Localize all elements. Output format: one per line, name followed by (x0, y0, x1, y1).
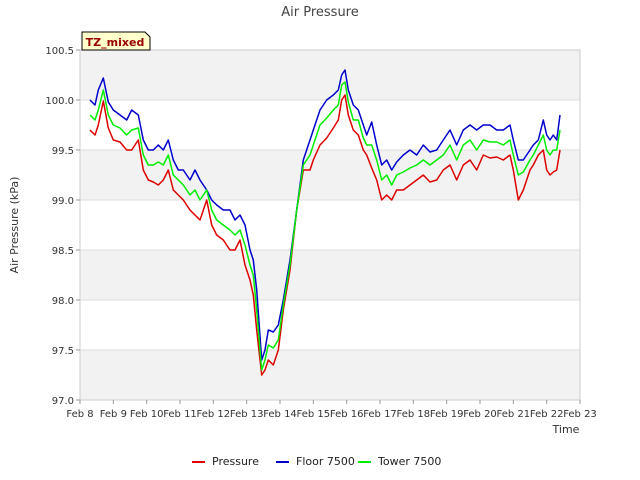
x-tick-label: Feb 23 (563, 409, 597, 420)
series-line-floor-7500 (89, 69, 561, 361)
y-tick-label: 99.0 (52, 196, 74, 207)
x-tick-label: Feb 9 (100, 409, 127, 420)
legend-label-pressure: Pressure (212, 455, 259, 468)
series-line-pressure (89, 94, 561, 376)
x-tick-label: Feb 16 (330, 409, 364, 420)
y-tick-label: 97.5 (52, 346, 74, 357)
x-tick-label: Feb 11 (163, 409, 197, 420)
x-tick-label: Feb 8 (66, 409, 93, 420)
x-tick-label: Feb 22 (530, 409, 564, 420)
series-line-tower-7500 (89, 81, 561, 371)
chart-title: Air Pressure (281, 5, 359, 20)
plot-band (80, 350, 580, 400)
y-tick-label: 99.5 (52, 146, 74, 157)
series-lines (89, 69, 561, 376)
x-tick-label: Feb 13 (230, 409, 264, 420)
x-tick-label: Feb 18 (397, 409, 431, 420)
legend-label-floor-7500: Floor 7500 (296, 455, 355, 468)
tz-badge-box (81, 31, 151, 51)
plot-band (80, 150, 580, 200)
x-tick-label: Feb 15 (297, 409, 331, 420)
x-tick-label: Feb 19 (430, 409, 464, 420)
x-tick-label: Feb 10 (130, 409, 164, 420)
tz-badge: TZ_mixed (81, 31, 151, 51)
legend: Pressure Floor 7500 Tower 7500 (192, 455, 441, 468)
tz-badge-label: TZ_mixed (86, 36, 145, 49)
y-tick-label: 100.5 (45, 46, 74, 57)
x-axis-ticks: Feb 8 Feb 9 Feb 10 Feb 11 Feb 12 Feb 13 Feb 14… (66, 400, 597, 420)
y-tick-label: 100.0 (45, 96, 74, 107)
plot-band (80, 250, 580, 300)
plot-bands (80, 50, 580, 400)
plot-band (80, 100, 580, 150)
y-axis-ticks: 97.0 97.5 98.0 98.5 99.0 99.5 100.0 100.5 (45, 46, 80, 407)
plot-frame (79, 49, 581, 401)
x-tick-label: Feb 12 (197, 409, 231, 420)
plot-band (80, 300, 580, 350)
x-tick-label: Feb 21 (497, 409, 531, 420)
x-tick-label: Feb 17 (363, 409, 397, 420)
y-tick-label: 97.0 (52, 396, 74, 407)
x-axis-label: Time (552, 423, 580, 436)
plot-band (80, 200, 580, 250)
legend-label-tower-7500: Tower 7500 (377, 455, 441, 468)
x-tick-label: Feb 14 (263, 409, 297, 420)
y-axis-label: Air Pressure (kPa) (8, 177, 21, 274)
x-tick-label: Feb 20 (463, 409, 497, 420)
plot-band (80, 50, 580, 100)
y-tick-label: 98.5 (52, 246, 74, 257)
y-tick-label: 98.0 (52, 296, 74, 307)
